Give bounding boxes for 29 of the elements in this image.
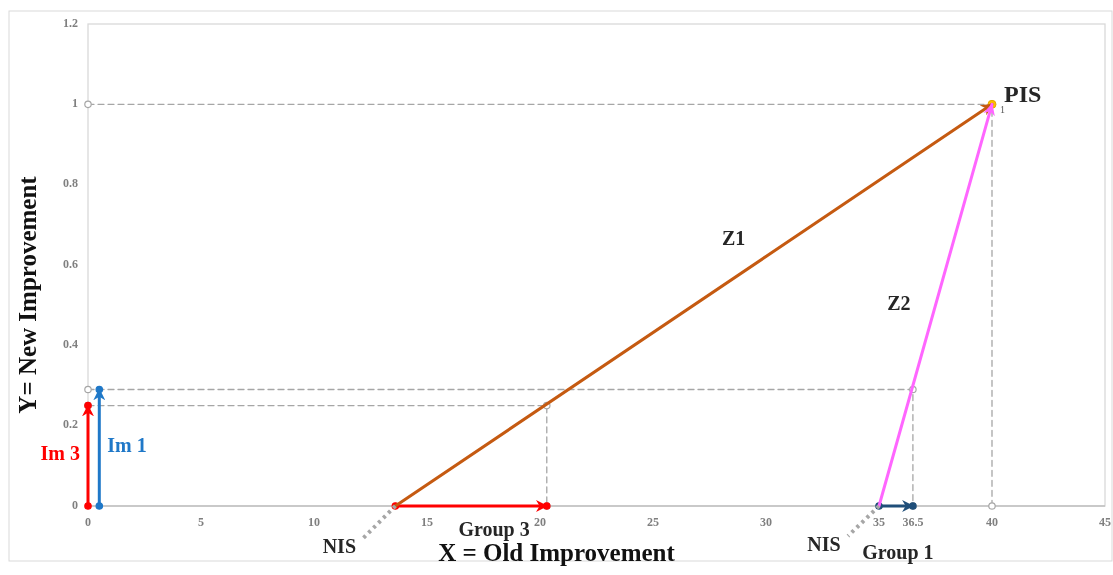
x-tick-label: 20 — [534, 515, 546, 529]
series-label: Z1 — [722, 226, 746, 249]
y-tick-label: 0.8 — [63, 176, 78, 191]
y-tick-label: 1 — [72, 96, 78, 111]
x-tick-label: 10 — [308, 515, 320, 529]
annotation: NIS — [322, 534, 357, 557]
y-tick-label: 0 — [72, 497, 78, 512]
series-label: Group 1 — [862, 540, 934, 564]
x-tick-label: 30 — [760, 515, 772, 529]
x-tick-label: 0 — [85, 515, 91, 529]
series-label: Im 1 — [107, 434, 147, 457]
x-tick-label: 45 — [1099, 515, 1111, 529]
annotation: NIS — [807, 532, 841, 555]
x-tick-label: 35 — [873, 515, 885, 529]
series-label: Group 3 — [458, 517, 530, 541]
y-axis-title: Y= New Improvement — [14, 175, 41, 414]
x-tick-label: 40 — [986, 515, 998, 529]
x-tick-label: 25 — [647, 515, 659, 529]
x-tick-label: 5 — [198, 515, 204, 529]
y-tick-label: 1.2 — [63, 15, 78, 30]
y-tick-label: 0.6 — [63, 256, 78, 271]
series-label: Im 3 — [40, 442, 80, 465]
x-tick-label: 15 — [421, 515, 433, 529]
y-tick-label: 0.2 — [63, 417, 78, 432]
x-tick-label: 36.5 — [902, 515, 924, 529]
series-label: Z2 — [887, 291, 911, 314]
annotation: PIS — [1004, 80, 1042, 107]
y-tick-label: 0.4 — [63, 337, 78, 352]
data-label: 1 — [1000, 103, 1005, 115]
